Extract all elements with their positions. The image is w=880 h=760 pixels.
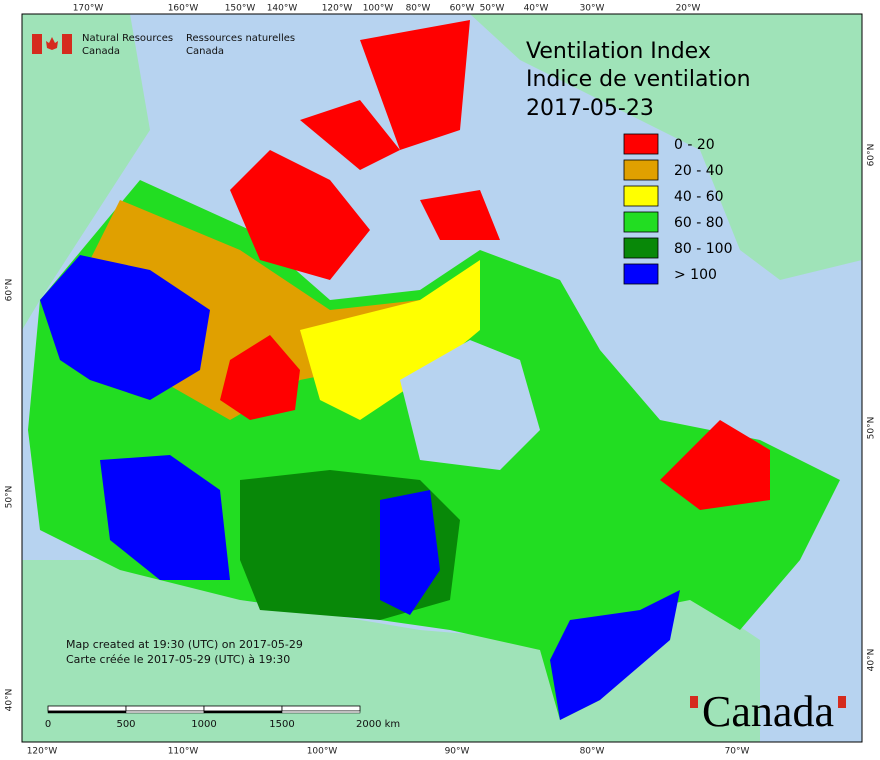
- agency-fr: Ressources naturelles: [186, 33, 295, 44]
- scale-segment: [125, 705, 205, 712]
- legend-swatch: [623, 237, 659, 259]
- zone-blue-ontario: [550, 590, 680, 720]
- graticule-top: 30°W: [580, 4, 605, 14]
- graticule-top: 150°W: [225, 4, 256, 14]
- graticule-bottom: 70°W: [725, 747, 750, 757]
- date: 2017-05-23: [526, 96, 654, 121]
- graticule-right: 40°N: [867, 649, 877, 672]
- greenland: [470, 14, 862, 280]
- zone-blue-man: [380, 490, 440, 615]
- graticule-top: 120°W: [322, 4, 353, 14]
- legend-label: 60 - 80: [674, 215, 724, 231]
- graticule-left: 40°N: [5, 689, 15, 712]
- zone-red-nwt: [220, 335, 300, 420]
- wordmark: Canada: [702, 687, 834, 736]
- legend-swatch: [623, 211, 659, 233]
- scale-label: 500: [116, 719, 135, 730]
- graticule-top: 20°W: [676, 4, 701, 14]
- agency-en: Canada: [82, 46, 120, 57]
- scale-segment: [47, 710, 127, 714]
- legend-label: 40 - 60: [674, 189, 724, 205]
- legend-swatch: [623, 185, 659, 207]
- scale-segment: [203, 705, 283, 712]
- legend-swatch: [623, 159, 659, 181]
- scale-segment: [281, 705, 361, 712]
- legend-swatch: [623, 133, 659, 155]
- flag-bar: [690, 696, 698, 708]
- hudson-bay: [400, 340, 540, 470]
- graticule-top: 60°W: [450, 4, 475, 14]
- maple-leaf: [46, 37, 58, 50]
- flag-bar: [838, 696, 846, 708]
- scale-label: 1500: [269, 719, 294, 730]
- zone-red-quebec: [660, 420, 770, 510]
- map-body: [22, 14, 862, 742]
- scale-segment: [125, 710, 205, 714]
- graticule-top: 160°W: [168, 4, 199, 14]
- alaska: [22, 14, 150, 330]
- scale-segment: [47, 705, 127, 712]
- graticule-top: 100°W: [363, 4, 394, 14]
- graticule-top: 140°W: [267, 4, 298, 14]
- scale-segment: [281, 710, 361, 714]
- title: Indice de ventilation: [526, 67, 751, 92]
- graticule-bottom: 110°W: [168, 747, 199, 757]
- zone-red-arctic: [230, 20, 500, 280]
- flag-bar: [62, 34, 72, 54]
- legend-label: > 100: [674, 267, 717, 283]
- graticule-left: 60°N: [5, 279, 15, 302]
- scale-label: 2000 km: [356, 719, 400, 730]
- title: Ventilation Index: [526, 39, 711, 64]
- legend-label: 20 - 40: [674, 163, 724, 179]
- graticule-bottom: 80°W: [580, 747, 605, 757]
- legend-label: 0 - 20: [674, 137, 715, 153]
- credit: Map created at 19:30 (UTC) on 2017-05-29: [66, 638, 303, 651]
- frame: [21, 13, 863, 743]
- zone-blue-west: [40, 255, 210, 400]
- graticule-left: 50°N: [5, 486, 15, 509]
- agency-en: Natural Resources: [82, 33, 173, 44]
- zone-yellow: [300, 260, 480, 420]
- graticule-right: 60°N: [867, 144, 877, 167]
- graticule-top: 50°W: [480, 4, 505, 14]
- flag-bar: [32, 34, 42, 54]
- scale-segment: [203, 710, 283, 714]
- graticule-top: 80°W: [406, 4, 431, 14]
- graticule-bottom: 120°W: [27, 747, 58, 757]
- graticule-top: 170°W: [73, 4, 104, 14]
- credit: Carte créée le 2017-05-29 (UTC) à 19:30: [66, 653, 290, 666]
- scale-label: 0: [45, 719, 51, 730]
- scale-label: 1000: [191, 719, 216, 730]
- logo: [32, 34, 846, 708]
- graticule-right: 50°N: [867, 417, 877, 440]
- legend-label: 80 - 100: [674, 241, 733, 257]
- zone-blue-bc: [100, 455, 230, 580]
- legend-swatch: [623, 263, 659, 285]
- graticule-top: 40°W: [524, 4, 549, 14]
- agency-fr: Canada: [186, 46, 224, 57]
- graticule-bottom: 90°W: [445, 747, 470, 757]
- graticule-bottom: 100°W: [307, 747, 338, 757]
